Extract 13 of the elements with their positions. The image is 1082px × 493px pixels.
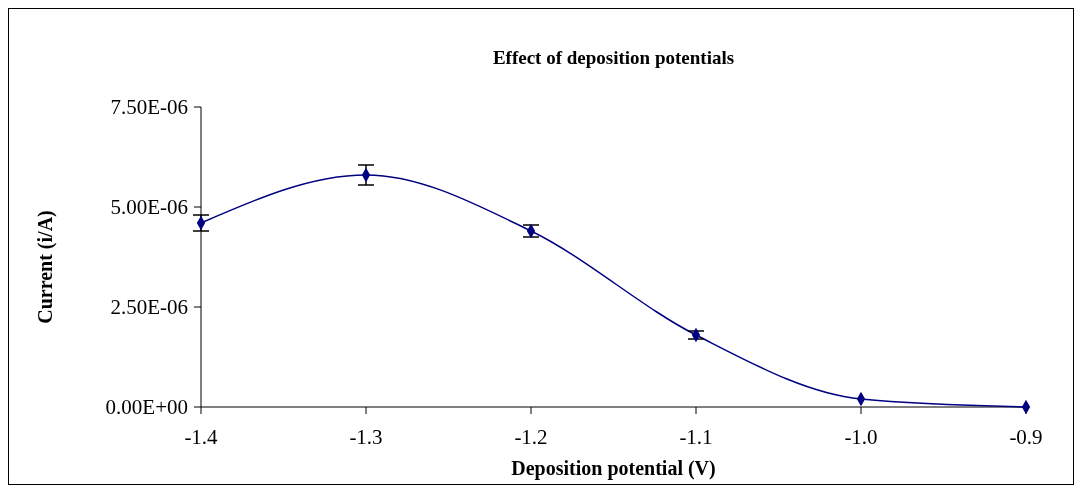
y-tick-label: 0.00E+00 (105, 395, 188, 420)
chart-title: Effect of deposition potentials (492, 47, 735, 68)
y-tick-label: 7.50E-06 (110, 95, 188, 120)
x-tick-label: -1.0 (844, 425, 878, 449)
y-axis-title: Current (i/A) (34, 210, 57, 324)
y-tick-label: 5.00E-06 (110, 195, 188, 220)
y-tick-label: 2.50E-06 (110, 295, 188, 320)
x-tick-label: -1.3 (349, 425, 383, 449)
x-tick-label: -1.4 (184, 425, 219, 449)
x-tick-label: -1.1 (679, 425, 713, 449)
x-axis-title: Deposition potential (V) (511, 457, 716, 480)
x-tick-label: -1.2 (514, 425, 548, 449)
x-tick-label: -0.9 (1009, 425, 1043, 449)
